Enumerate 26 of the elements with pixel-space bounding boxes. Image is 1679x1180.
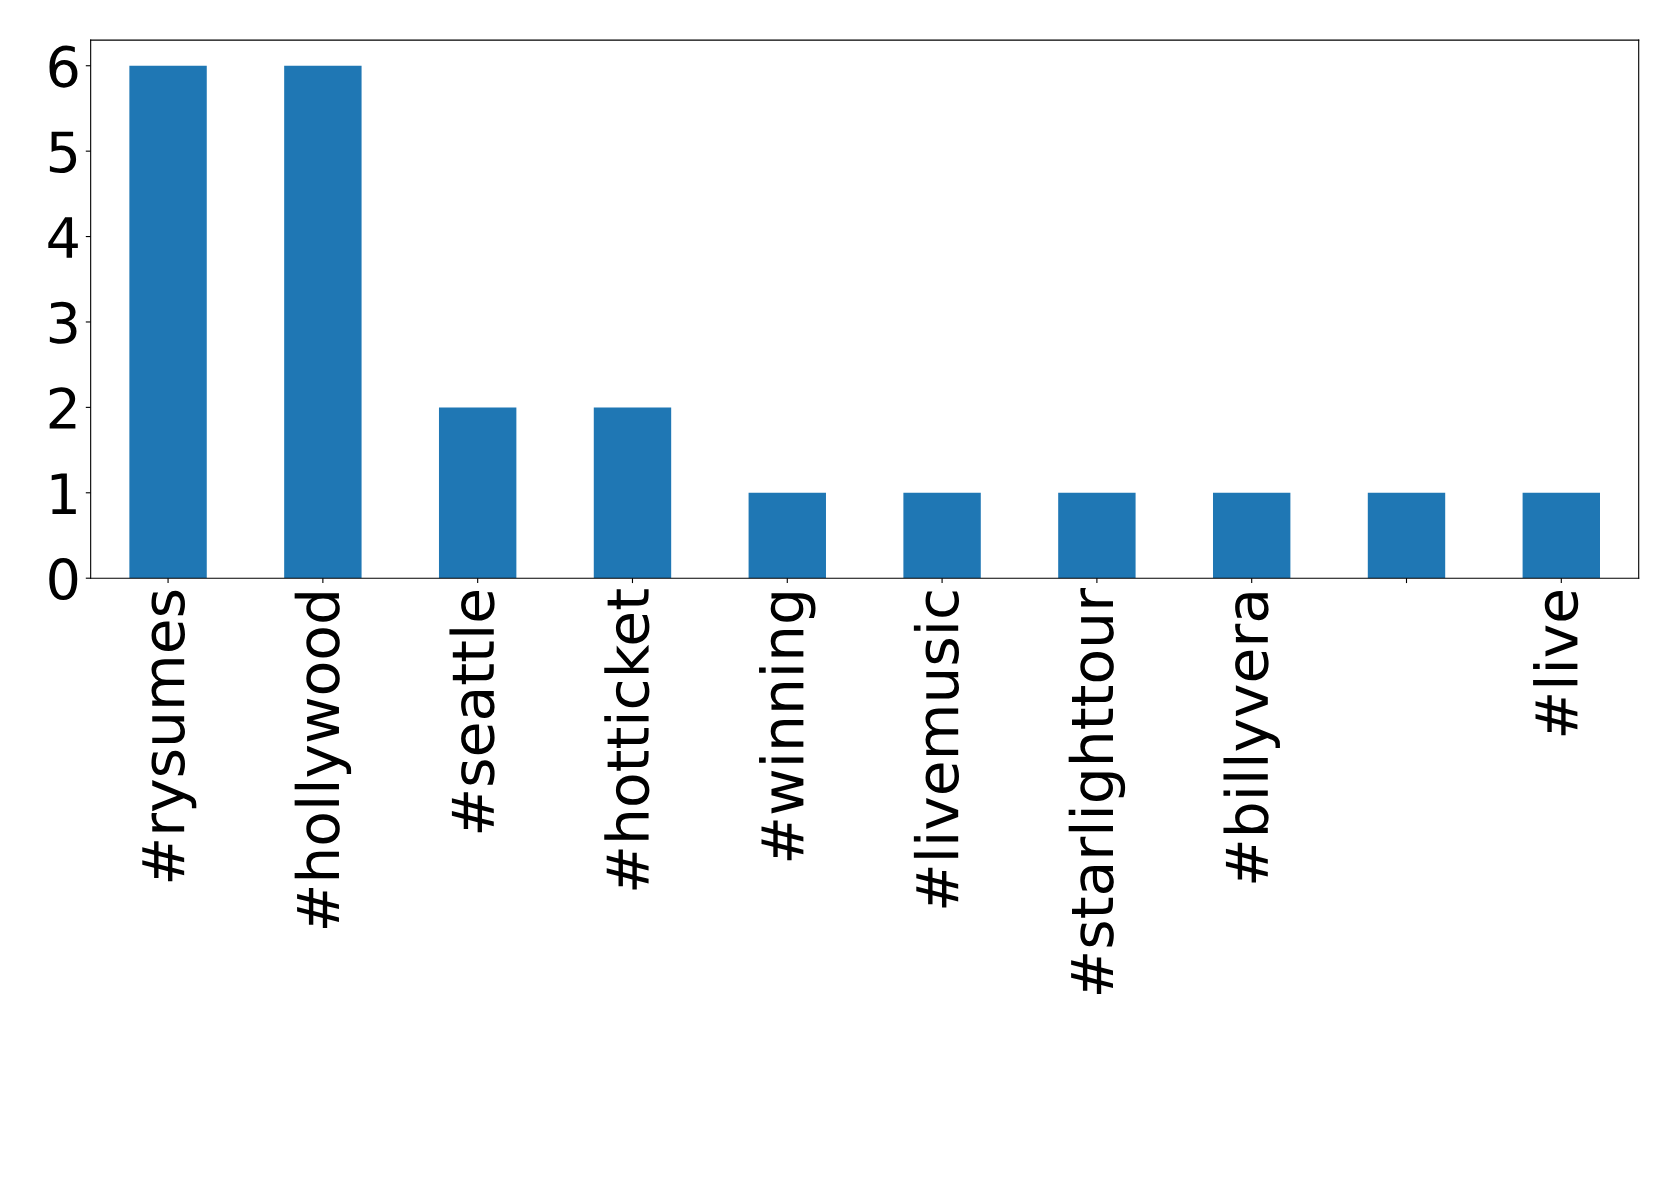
x-tick-label: #live [1533, 591, 1579, 736]
bar [129, 65, 207, 579]
x-tick-label: #hollywood [294, 593, 352, 929]
bar [284, 65, 362, 579]
y-tick-label: 0 [49, 558, 78, 601]
y-tick-label: 6 [49, 45, 78, 88]
y-tick-label: 2 [49, 387, 76, 429]
x-tick-label: #billyvera [1223, 593, 1280, 883]
x-tick-label: #seattle [449, 591, 495, 833]
y-tick-label: 1 [51, 473, 76, 514]
bar [438, 407, 517, 579]
bar [1058, 492, 1136, 579]
x-tick-label: #rysumes [142, 590, 197, 882]
x-tick-label: #livemusic [913, 591, 960, 908]
x-tick-label: #starlighttour [1068, 587, 1126, 995]
bar [1212, 492, 1291, 579]
y-tick-label: 5 [49, 131, 77, 174]
y-tick-label: 3 [49, 301, 77, 344]
bar [748, 492, 826, 579]
y-tick-label: 4 [48, 217, 78, 258]
bar [1367, 492, 1446, 579]
x-tick-label: #hotticket [604, 589, 650, 890]
bar [903, 492, 981, 579]
bar [593, 407, 672, 579]
x-tick-label: #winning [759, 593, 816, 861]
bar [1522, 492, 1600, 579]
